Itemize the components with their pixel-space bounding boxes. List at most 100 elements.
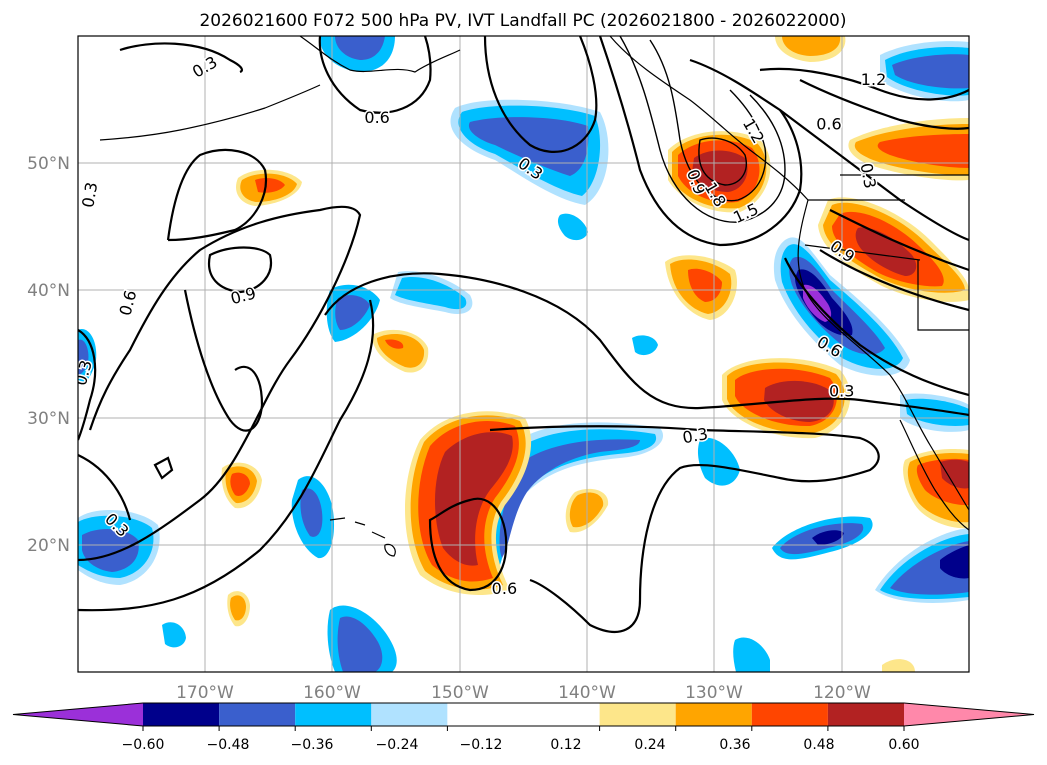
y-axis: 50°N 40°N 30°N 20°N bbox=[27, 154, 70, 556]
colorbar-segment bbox=[675, 703, 752, 726]
contour-0.3-left-edge bbox=[78, 329, 97, 441]
alaska-panhandle bbox=[609, 36, 809, 201]
colorbar-extend-high bbox=[904, 703, 1034, 726]
colorbar-segment bbox=[295, 703, 372, 726]
pv-anomaly-fills bbox=[78, 36, 969, 672]
x-tick-label: 130°W bbox=[685, 683, 743, 703]
colorbar-extend-low bbox=[13, 703, 143, 726]
colorbar-segment bbox=[599, 703, 676, 726]
contour-label: 1.2 bbox=[861, 70, 886, 89]
x-tick-label: 170°W bbox=[176, 683, 234, 703]
colorbar bbox=[12, 702, 1035, 731]
colorbar-tick-label: −0.60 bbox=[122, 737, 165, 753]
contour-0.9-west bbox=[207, 246, 273, 294]
y-tick-label: 50°N bbox=[27, 154, 70, 174]
neg-anomaly-small-3 bbox=[162, 622, 186, 648]
contour-0.6-ne bbox=[799, 79, 969, 130]
contour-label: 0.6 bbox=[816, 115, 841, 134]
neg-anomaly-sw-2 bbox=[327, 605, 397, 672]
colorbar-tick-label: 0.60 bbox=[888, 737, 919, 753]
contour-0.6-ca bbox=[784, 257, 969, 397]
colorbar-segment bbox=[219, 703, 296, 726]
contour-0.3-subtrop bbox=[324, 272, 969, 417]
y-tick-label: 40°N bbox=[27, 281, 70, 301]
neg-anomaly-sw-1 bbox=[291, 476, 335, 559]
contour-0.6-south bbox=[428, 497, 508, 592]
colorbar-tick-label: −0.12 bbox=[460, 737, 503, 753]
colorbar-tick-label: −0.36 bbox=[291, 737, 334, 753]
colorbar-segment bbox=[143, 703, 220, 726]
colorbar-segment bbox=[371, 703, 448, 726]
colorbar-tick-label: 0.24 bbox=[634, 737, 665, 753]
pv-contours bbox=[78, 36, 969, 633]
contour-1.8 bbox=[698, 137, 747, 186]
x-tick-label: 150°W bbox=[431, 683, 489, 703]
neg-anomaly-east-trough bbox=[485, 422, 664, 585]
contour-0.3-top-left bbox=[119, 42, 244, 74]
pos-anomaly-mexico bbox=[903, 449, 969, 529]
map-frame bbox=[77, 35, 970, 673]
contour-0.3-west-large bbox=[78, 205, 362, 562]
state-borders bbox=[804, 174, 969, 331]
pos-anomaly-sw-small bbox=[221, 462, 262, 509]
neg-anomaly-central-2 bbox=[390, 271, 473, 315]
colorbar-tick-label: −0.48 bbox=[207, 737, 250, 753]
chart-title: 2026021600 F072 500 hPa PV, IVT Landfall… bbox=[199, 11, 846, 31]
alaska-coast bbox=[299, 36, 461, 73]
x-tick-label: 140°W bbox=[558, 683, 616, 703]
contour-label: 0.3 bbox=[681, 424, 709, 447]
contour-label: 0.3 bbox=[829, 382, 854, 401]
pos-anomaly-top-right-small bbox=[775, 36, 846, 62]
contour-small-loop bbox=[153, 456, 174, 480]
neg-anomaly-gulf-alaska bbox=[450, 99, 609, 205]
pos-anomaly-sw-tiny bbox=[227, 591, 250, 627]
map-layer: 0.30.60.3 0.91.81.51.2 0.61.20.30.90.60.30… bbox=[78, 36, 969, 672]
contour-east-2 bbox=[829, 209, 969, 272]
contour-east-3 bbox=[819, 249, 969, 312]
neg-anomaly-far-left bbox=[78, 509, 160, 585]
colorbar-segment bbox=[447, 703, 600, 726]
pos-anomaly-bottom-right bbox=[882, 659, 915, 672]
neg-anomaly-left-edge bbox=[78, 329, 97, 385]
contour-1.5 bbox=[649, 39, 767, 202]
contour-east-1 bbox=[689, 58, 969, 242]
contour-1.2 bbox=[619, 36, 786, 223]
x-tick-label: 160°W bbox=[303, 683, 361, 703]
neg-anomaly-small-1 bbox=[557, 213, 588, 241]
hawaii-islands bbox=[329, 517, 396, 557]
contour-label: 0.6 bbox=[492, 579, 517, 598]
pos-anomaly-upper-left bbox=[235, 169, 302, 206]
contour-sw-loop bbox=[78, 454, 132, 521]
x-axis: 170°W 160°W 150°W 140°W 130°W 120°W bbox=[176, 683, 871, 703]
colorbar-tick-label: 0.12 bbox=[550, 737, 581, 753]
contour-0.3-tail bbox=[489, 425, 880, 633]
colorbar-tick-label: 0.36 bbox=[719, 737, 750, 753]
neg-anomaly-south-east-2 bbox=[875, 528, 969, 603]
pos-anomaly-small-mid bbox=[372, 329, 429, 373]
contour-0.6-top bbox=[318, 36, 432, 114]
coastlines bbox=[99, 36, 969, 557]
contour-0.9-ridge bbox=[598, 36, 803, 247]
colorbar-segment bbox=[827, 703, 904, 726]
us-west-coast bbox=[797, 199, 969, 511]
x-tick-label: 120°W bbox=[813, 683, 871, 703]
colorbar-segment bbox=[751, 703, 828, 726]
neg-anomaly-small-2 bbox=[632, 335, 658, 356]
contour-label: 0.3 bbox=[78, 181, 101, 209]
pos-anomaly-nw-band bbox=[848, 118, 969, 181]
neg-anomaly-bottom bbox=[733, 637, 770, 672]
contour-0.3-nw bbox=[166, 148, 268, 242]
pos-anomaly-bc-coast bbox=[668, 131, 771, 213]
y-tick-label: 20°N bbox=[27, 536, 70, 556]
aleutian-chain bbox=[99, 84, 321, 141]
baja-coast bbox=[899, 419, 969, 531]
y-tick-label: 30°N bbox=[27, 409, 70, 429]
contour-0.3-gulf bbox=[483, 36, 598, 153]
colorbar-tick-label: 0.48 bbox=[803, 737, 834, 753]
gridlines bbox=[78, 36, 969, 672]
contour-1.2-ne bbox=[759, 67, 969, 101]
neg-anomaly-east-trough-2 bbox=[697, 437, 740, 486]
neg-anomaly-top-right bbox=[880, 41, 969, 102]
contour-0.6-inner bbox=[183, 289, 264, 432]
